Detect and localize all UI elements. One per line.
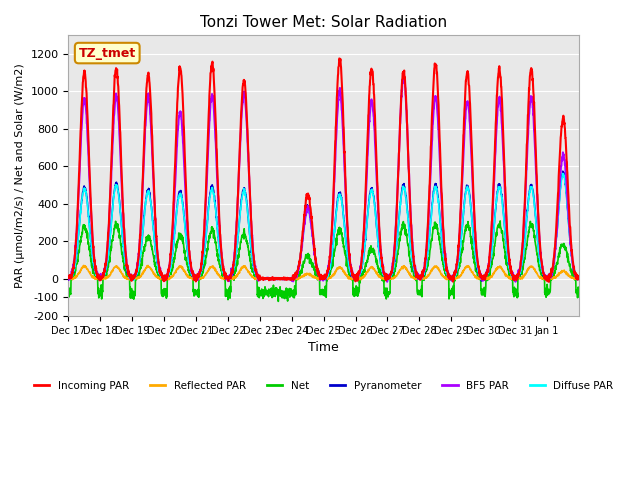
Y-axis label: PAR (μmol/m2/s) / Net and Solar (W/m2): PAR (μmol/m2/s) / Net and Solar (W/m2) <box>15 63 25 288</box>
Text: TZ_tmet: TZ_tmet <box>79 47 136 60</box>
X-axis label: Time: Time <box>308 341 339 354</box>
Legend: Incoming PAR, Reflected PAR, Net, Pyranometer, BF5 PAR, Diffuse PAR: Incoming PAR, Reflected PAR, Net, Pyrano… <box>29 377 618 395</box>
Title: Tonzi Tower Met: Solar Radiation: Tonzi Tower Met: Solar Radiation <box>200 15 447 30</box>
